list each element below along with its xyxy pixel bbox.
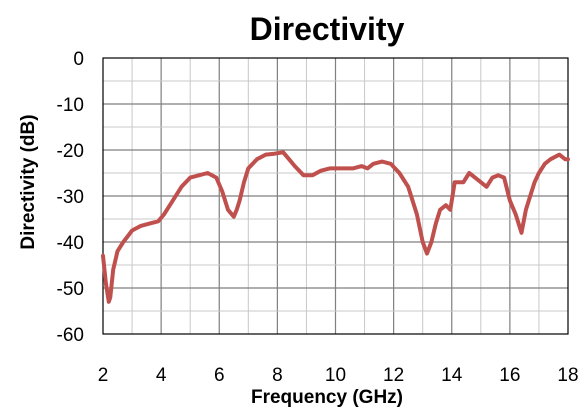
directivity-series-line [101,150,570,304]
x-tick-label: 10 [325,365,346,386]
y-tick-labels: 0 -10 -20 -30 -40 -50 -60 [57,49,84,346]
x-tick-label: 14 [441,365,463,386]
x-tick-label: 4 [156,365,167,386]
x-tick-label: 6 [214,365,225,386]
y-tick-label: -40 [57,233,84,254]
chart-title: Directivity [250,11,405,47]
y-axis-label: Directivity (dB) [18,114,39,249]
y-tick-label: -60 [57,325,84,346]
x-tick-labels: 2 4 6 8 10 12 14 16 18 [98,365,579,386]
y-tick-label: -20 [57,141,84,162]
x-tick-label: 18 [557,365,578,386]
y-tick-label: -30 [57,187,84,208]
x-tick-label: 16 [499,365,520,386]
plot-area-frame [102,57,569,335]
x-tick-label: 2 [98,365,109,386]
y-tick-label: -10 [57,95,84,116]
series-layer [101,150,570,304]
x-tick-label: 12 [383,365,404,386]
x-axis-label: Frequency (GHz) [251,387,403,408]
grid-layer [103,58,568,334]
x-tick-label: 8 [272,365,283,386]
y-tick-label: 0 [73,49,84,70]
y-tick-label: -50 [57,279,84,300]
